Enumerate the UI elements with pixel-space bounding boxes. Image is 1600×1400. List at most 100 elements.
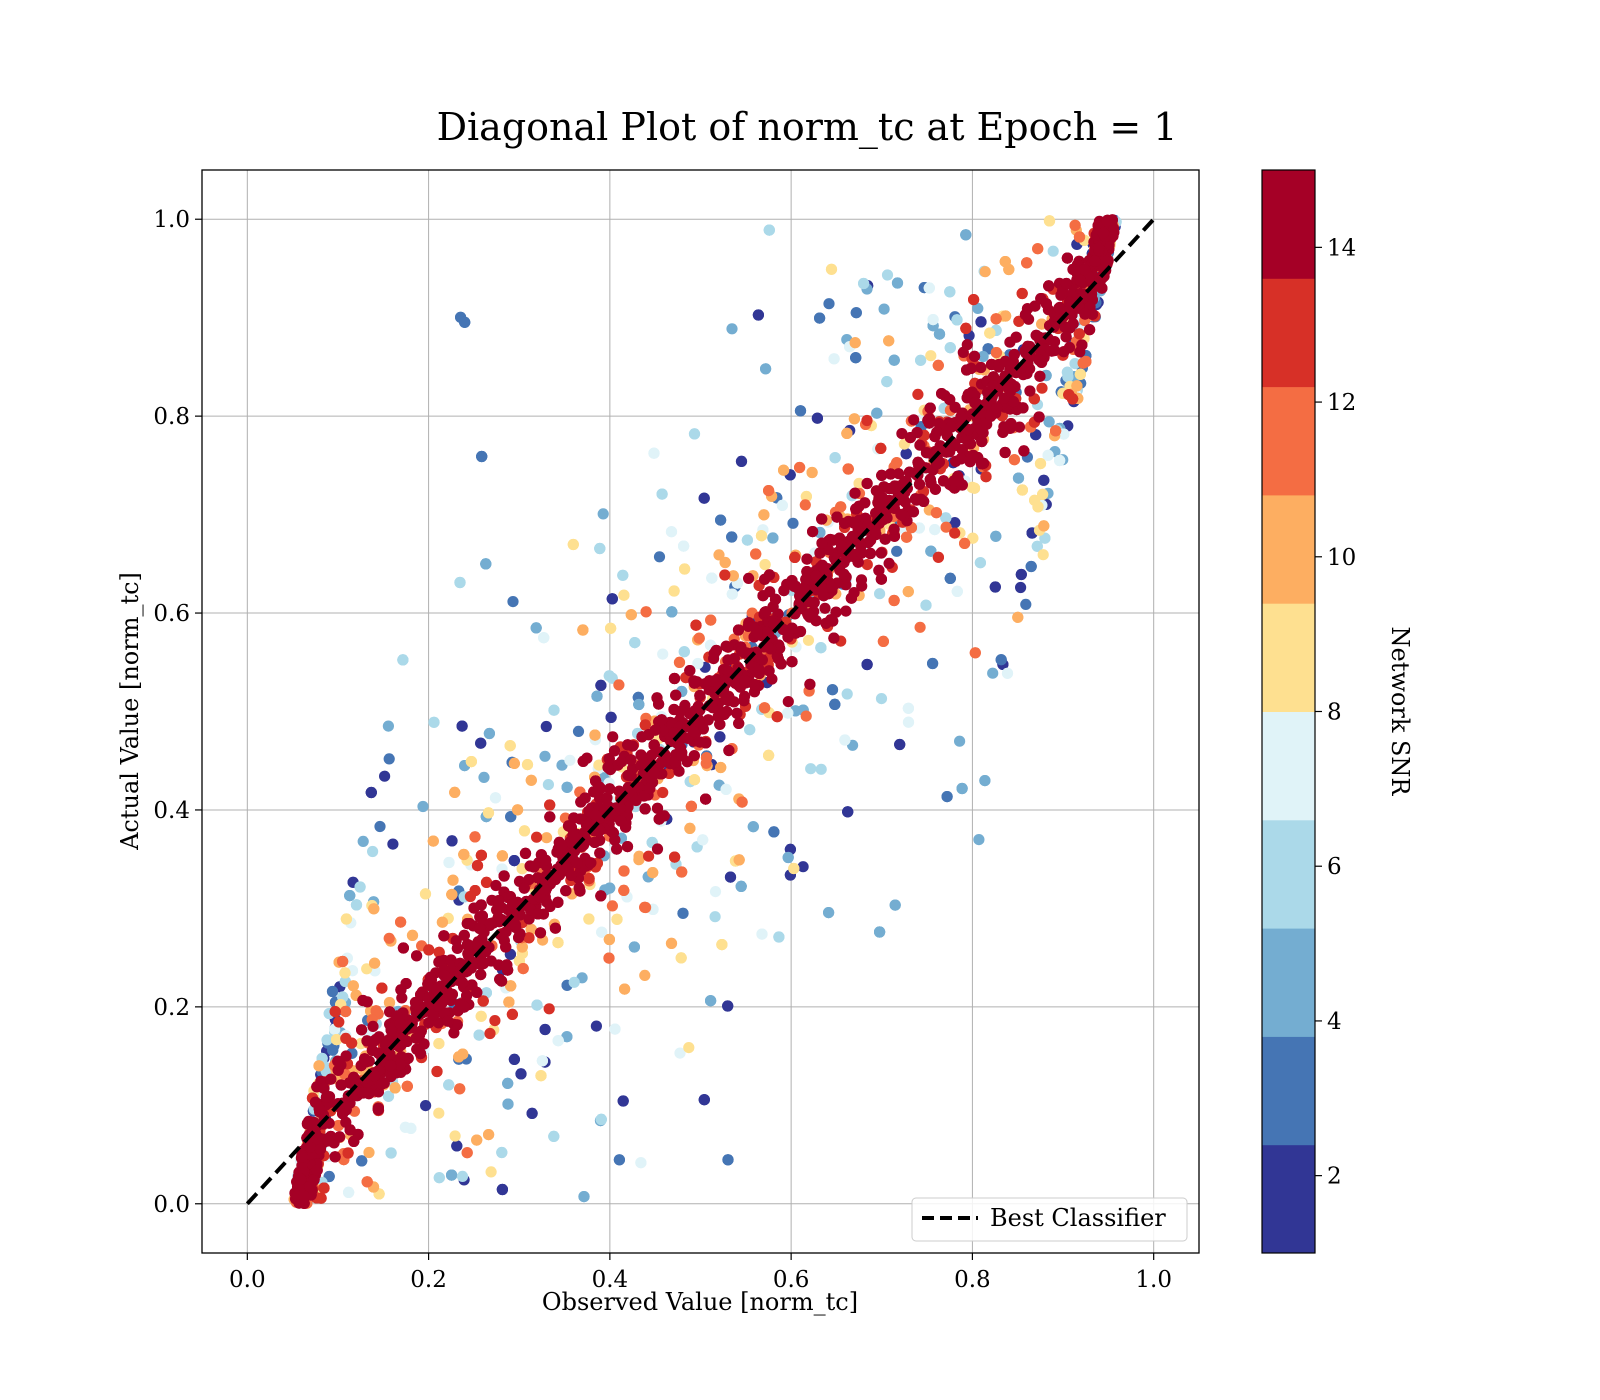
scatter-point: [759, 702, 771, 714]
scatter-point: [515, 1068, 527, 1080]
scatter-point: [816, 513, 828, 525]
scatter-point: [475, 1010, 487, 1022]
scatter-point: [322, 1135, 334, 1147]
scatter-point: [329, 1151, 341, 1163]
scatter-point: [874, 588, 886, 600]
scatter-point: [794, 461, 806, 474]
scatter-point: [913, 478, 926, 490]
scatter-point: [465, 756, 477, 768]
scatter-point: [684, 665, 696, 677]
scatter-point: [759, 606, 771, 618]
scatter-point: [902, 702, 915, 714]
scatter-point: [875, 442, 887, 454]
scatter-point: [929, 524, 941, 536]
scatter-point: [883, 335, 895, 347]
scatter-point: [965, 362, 977, 374]
scatter-point: [314, 1143, 326, 1155]
scatter-point: [1025, 560, 1037, 573]
scatter-point: [585, 857, 597, 869]
scatter-point: [951, 585, 963, 598]
scatter-point: [449, 1130, 461, 1142]
scatter-point: [755, 530, 768, 542]
scatter-point: [613, 1154, 626, 1166]
scatter-point: [722, 665, 734, 677]
scatter-point: [800, 490, 813, 503]
scatter-point: [674, 1047, 686, 1059]
scatter-point: [700, 752, 713, 764]
scatter-point: [688, 428, 701, 440]
scatter-point: [944, 572, 956, 585]
scatter-point: [739, 675, 751, 687]
scatter-point: [828, 353, 840, 365]
scatter-point: [687, 726, 700, 738]
scatter-point: [521, 759, 534, 771]
scatter-point: [590, 1020, 603, 1032]
scatter-point: [700, 793, 712, 805]
scatter-point: [976, 435, 988, 448]
scatter-point: [807, 526, 819, 538]
scatter-point: [603, 753, 615, 765]
scatter-point: [568, 976, 580, 988]
scatter-point: [920, 599, 932, 611]
scatter-point: [635, 1157, 647, 1169]
scatter-point: [883, 557, 895, 570]
scatter-point: [651, 843, 664, 855]
scatter-point: [800, 573, 812, 585]
scatter-point: [498, 870, 510, 882]
scatter-point: [1015, 568, 1027, 581]
scatter-point: [799, 499, 811, 511]
scatter-point: [539, 750, 551, 762]
scatter-point: [788, 862, 800, 875]
grid-lines: [202, 170, 1199, 1253]
scatter-point: [433, 946, 445, 958]
scatter-point: [376, 1078, 388, 1090]
scatter-point: [797, 861, 809, 873]
scatter-point: [446, 1169, 458, 1181]
scatter-point: [1050, 425, 1062, 437]
scatter-point: [507, 898, 519, 910]
scatter-point: [751, 628, 763, 640]
scatter-point: [936, 388, 948, 400]
scatter-point: [891, 277, 904, 289]
scatter-point: [523, 913, 535, 925]
scatter-point: [382, 1090, 395, 1102]
scatter-point: [694, 736, 706, 748]
scatter-point: [1089, 255, 1101, 267]
scatter-point: [326, 985, 339, 998]
scatter-point: [489, 792, 502, 804]
scatter-point: [875, 573, 888, 585]
scatter-point: [321, 1034, 333, 1046]
scatter-point: [1043, 280, 1055, 292]
scatter-point: [578, 1191, 590, 1203]
scatter-point: [397, 942, 409, 954]
scatter-point: [1074, 368, 1086, 380]
scatter-point: [344, 890, 356, 902]
scatter-point: [889, 899, 901, 911]
scatter-point: [370, 1005, 382, 1017]
scatter-point: [433, 1172, 445, 1184]
scatter-point: [356, 1155, 368, 1167]
scatter-point: [1031, 540, 1043, 552]
scatter-point: [651, 802, 664, 814]
scatter-point: [636, 731, 648, 743]
scatter-point: [705, 614, 717, 626]
scatter-point: [968, 350, 981, 362]
scatter-point: [399, 1121, 411, 1133]
scatter-point: [394, 1058, 406, 1071]
scatter-point: [973, 834, 985, 846]
scatter-point: [811, 412, 824, 424]
scatter-point: [823, 298, 835, 310]
scatter-point: [945, 421, 957, 433]
scatter-point: [1037, 488, 1049, 500]
scatter-point: [298, 1190, 310, 1202]
scatter-point: [451, 1140, 463, 1152]
scatter-point: [752, 309, 765, 321]
scatter-point: [836, 540, 848, 552]
scatter-point: [823, 907, 835, 919]
scatter-point: [606, 900, 619, 912]
scatter-point: [1008, 454, 1021, 466]
scatter-point: [568, 812, 580, 824]
scatter-point: [621, 841, 634, 853]
scatter-point: [766, 673, 778, 685]
scatter-point: [536, 1055, 549, 1067]
